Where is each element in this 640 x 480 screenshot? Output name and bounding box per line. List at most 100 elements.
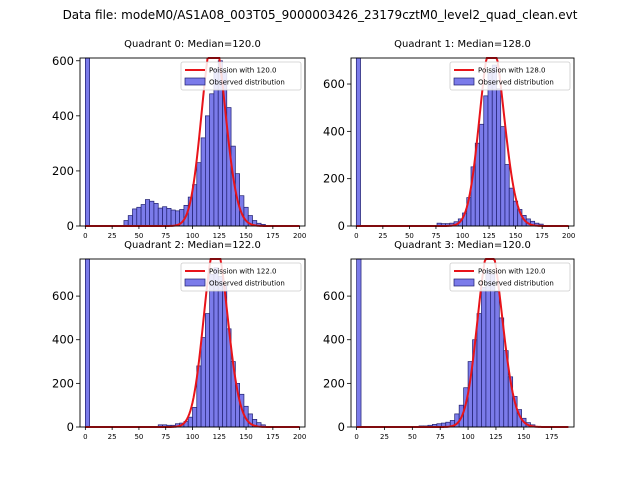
x-tick-label: 25 bbox=[378, 232, 387, 240]
x-tick-label: 150 bbox=[239, 433, 252, 441]
x-tick-label: 50 bbox=[405, 232, 414, 240]
y-tick-label: 400 bbox=[52, 333, 74, 347]
y-tick-label: 0 bbox=[338, 420, 345, 434]
histogram-bar bbox=[85, 57, 90, 227]
histogram-bar bbox=[127, 215, 133, 227]
histogram-bar bbox=[149, 200, 155, 227]
histogram-bar bbox=[170, 209, 176, 227]
histogram-bar bbox=[508, 187, 514, 227]
x-tick-label: 200 bbox=[293, 433, 306, 441]
panel-title: Quadrant 1: Median=128.0 bbox=[394, 39, 531, 50]
histogram-bar bbox=[209, 93, 215, 227]
y-tick-label: 600 bbox=[323, 289, 345, 303]
y-tick-label: 600 bbox=[323, 77, 345, 91]
x-tick-label: 175 bbox=[266, 433, 279, 441]
histogram-bar bbox=[213, 68, 219, 227]
x-tick-label: 150 bbox=[239, 232, 252, 240]
x-tick-label: 100 bbox=[186, 433, 199, 441]
histogram-bar bbox=[498, 317, 505, 428]
histogram-bar bbox=[200, 137, 206, 227]
panel-title: Quadrant 3: Median=120.0 bbox=[394, 240, 531, 251]
x-tick-label: 150 bbox=[517, 433, 530, 441]
y-tick-label: 400 bbox=[52, 109, 74, 123]
histogram-bar bbox=[196, 162, 202, 227]
y-tick-label: 200 bbox=[52, 164, 74, 178]
histogram-bar bbox=[153, 203, 159, 227]
histogram-bar bbox=[481, 287, 487, 428]
legend-fit-label: Poission with 128.0 bbox=[478, 67, 546, 75]
y-tick-label: 200 bbox=[323, 376, 345, 390]
quadrant-1-panel: Quadrant 1: Median=128.0 0 200 400 600 0 25 50 7… bbox=[323, 39, 575, 240]
x-tick-label: 100 bbox=[456, 232, 469, 240]
x-tick-label: 125 bbox=[213, 433, 226, 441]
histogram-bar bbox=[205, 313, 210, 428]
legend-fit-label: Poission with 120.0 bbox=[209, 67, 277, 75]
x-tick-label: 0 bbox=[354, 232, 358, 240]
y-tick-label: 0 bbox=[338, 219, 345, 233]
legend-bar-swatch bbox=[453, 278, 475, 287]
quadrant-2-panel: Quadrant 2: Median=122.0 0 200 400 600 0 25 50 7… bbox=[52, 240, 306, 441]
x-tick-label: 175 bbox=[535, 232, 548, 240]
histogram-bar bbox=[356, 258, 362, 428]
legend: Poission with 120.0 Observed distribution bbox=[449, 262, 571, 292]
histogram-bar bbox=[132, 208, 138, 227]
x-tick-label: 175 bbox=[266, 232, 279, 240]
histogram-bar bbox=[205, 115, 210, 227]
x-tick-label: 50 bbox=[408, 433, 417, 441]
histogram-bar bbox=[192, 407, 198, 428]
x-tick-label: 125 bbox=[482, 232, 495, 240]
x-tick-label: 200 bbox=[293, 232, 306, 240]
figure-title: Data file: modeM0/AS1A08_003T05_90000034… bbox=[62, 8, 578, 22]
x-tick-label: 150 bbox=[509, 232, 522, 240]
histogram-bar bbox=[85, 258, 90, 428]
legend-observed-label: Observed distribution bbox=[209, 79, 285, 87]
legend-fit-label: Poission with 120.0 bbox=[478, 268, 546, 276]
legend-observed-label: Observed distribution bbox=[478, 79, 554, 87]
y-tick-label: 200 bbox=[52, 376, 74, 390]
axes-frame bbox=[350, 258, 575, 428]
legend-fit-label: Poission with 122.0 bbox=[209, 268, 277, 276]
histogram-bar bbox=[496, 88, 502, 227]
y-tick-label: 400 bbox=[323, 124, 345, 138]
histogram-bar bbox=[209, 273, 215, 428]
histogram-bar bbox=[217, 276, 223, 428]
x-tick-label: 25 bbox=[108, 232, 117, 240]
y-tick-label: 0 bbox=[67, 219, 74, 233]
histogram-bar bbox=[485, 269, 491, 428]
histogram-bar bbox=[136, 206, 142, 227]
histogram-bar bbox=[162, 206, 168, 227]
histogram-bar bbox=[494, 291, 500, 428]
legend-observed-label: Observed distribution bbox=[209, 280, 285, 288]
x-tick-label: 125 bbox=[489, 433, 502, 441]
y-tick-label: 200 bbox=[323, 172, 345, 186]
y-tick-label: 400 bbox=[323, 333, 345, 347]
histogram-bar bbox=[200, 337, 206, 428]
histogram-bar bbox=[140, 204, 146, 227]
x-tick-label: 75 bbox=[161, 433, 170, 441]
histogram-bar bbox=[504, 164, 510, 227]
histogram-bar bbox=[145, 199, 150, 227]
histogram-bar bbox=[490, 273, 496, 428]
legend-bar-swatch bbox=[453, 77, 475, 86]
y-tick-label: 600 bbox=[52, 289, 74, 303]
panel-title: Quadrant 0: Median=120.0 bbox=[124, 39, 261, 50]
x-tick-label: 100 bbox=[461, 433, 474, 441]
x-tick-label: 0 bbox=[83, 232, 87, 240]
legend-observed-label: Observed distribution bbox=[478, 280, 554, 288]
histogram-bar bbox=[500, 126, 506, 227]
legend: Poission with 120.0 Observed distribution bbox=[180, 61, 302, 91]
x-tick-label: 25 bbox=[108, 433, 117, 441]
x-tick-label: 125 bbox=[213, 232, 226, 240]
x-tick-label: 75 bbox=[436, 433, 445, 441]
histogram-bar bbox=[213, 267, 219, 428]
x-tick-label: 175 bbox=[545, 433, 558, 441]
histogram-bar bbox=[187, 416, 193, 428]
histogram-bars bbox=[355, 57, 544, 227]
y-tick-label: 600 bbox=[52, 54, 74, 68]
panel-title: Quadrant 2: Median=122.0 bbox=[124, 240, 261, 251]
x-tick-label: 200 bbox=[562, 232, 575, 240]
x-tick-label: 100 bbox=[186, 232, 199, 240]
histogram-bar bbox=[157, 207, 163, 227]
x-tick-label: 0 bbox=[83, 433, 87, 441]
